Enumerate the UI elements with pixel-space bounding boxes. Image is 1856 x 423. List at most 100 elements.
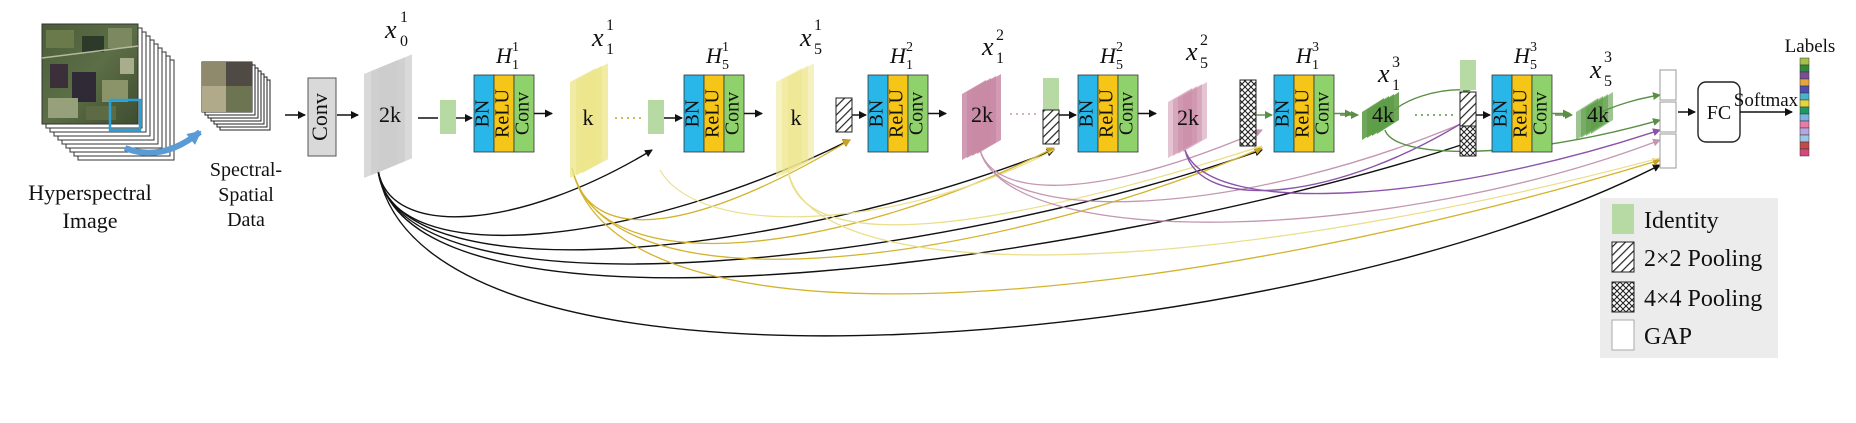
- x13-map: [1362, 98, 1384, 140]
- conv-label: Conv: [1312, 92, 1334, 135]
- x12-superscript: 2: [996, 27, 1004, 44]
- h-superscript: 1: [512, 40, 519, 55]
- hyperspectral-image-stack: [41, 23, 175, 161]
- patch-selection-box: [108, 98, 142, 132]
- skip-x52-to-gap: [1184, 128, 1661, 195]
- x11-symbol: x: [591, 23, 604, 52]
- h-symbol: H: [1099, 43, 1117, 68]
- h-superscript: 3: [1530, 40, 1537, 55]
- label-cell: [1799, 127, 1810, 136]
- initial-conv-box: [307, 77, 337, 157]
- gap-cell-2: [1659, 101, 1677, 133]
- feature-x12: 2k x 1 2: [962, 27, 1004, 160]
- x51-subscript: 5: [814, 41, 822, 58]
- pool2x2-block-3: [1459, 91, 1477, 127]
- x0-symbol: x: [384, 15, 397, 44]
- field-tile: [46, 30, 74, 48]
- legend-pool4-label: 4×4 Pooling: [1644, 286, 1762, 312]
- hyperspectral-label-line1: Hyperspectral: [28, 180, 151, 205]
- x11-map: [570, 68, 596, 178]
- conv-label: Conv: [906, 92, 928, 135]
- x12-map: [962, 80, 986, 160]
- h-symbol: H: [705, 43, 723, 68]
- label-cell: [1799, 57, 1810, 66]
- feature-x13: 4k x 1 3: [1362, 54, 1400, 140]
- x11-channels: k: [583, 105, 594, 130]
- patch-label-line2: Spatial: [218, 184, 274, 206]
- spectral-spatial-patch-stack: [201, 61, 271, 131]
- hyperspectral-label-line2: Image: [63, 208, 118, 233]
- conv-label: Conv: [512, 92, 534, 135]
- x52-channels: 2k: [1177, 105, 1199, 130]
- label-cell: [1799, 99, 1810, 108]
- pool4x4-block-2: [1459, 125, 1477, 157]
- relu-label: ReLU: [886, 89, 908, 138]
- conv-label: Conv: [722, 92, 744, 135]
- skip-x12-to-pool3: [979, 119, 1471, 203]
- conv-label: Conv: [1530, 92, 1552, 135]
- label-cell: [1799, 78, 1810, 87]
- feature-x52: 2k x 5 2: [1168, 32, 1208, 158]
- pool2x2-block-1: [835, 97, 853, 133]
- bn-label: BN: [472, 100, 494, 128]
- feature-x51: k x 5 1: [776, 17, 822, 178]
- x11-superscript: 1: [606, 17, 614, 34]
- x53-symbol: x: [1589, 55, 1602, 84]
- gap-cell-1: [1659, 69, 1677, 101]
- skip-x12-to-pool2: [979, 129, 1263, 186]
- skip-x0-to-pool2: [377, 148, 1263, 265]
- x51-superscript: 1: [814, 17, 822, 34]
- x13-channels: 4k: [1372, 102, 1394, 127]
- skip-x52-to-pool3: [1184, 117, 1471, 192]
- h-symbol: H: [1513, 43, 1531, 68]
- h-symbol: H: [1295, 43, 1313, 68]
- field-tile: [72, 72, 96, 102]
- field-tile: [82, 36, 104, 52]
- legend-pool2-swatch: [1611, 241, 1635, 273]
- field-tile: [108, 28, 132, 48]
- x0-channels: 2k: [379, 102, 401, 127]
- field-tile: [102, 80, 128, 102]
- patch-label-line1: Spectral-: [210, 159, 282, 181]
- h-subscript: 1: [906, 58, 913, 73]
- h-superscript: 2: [1116, 40, 1123, 55]
- h-subscript: 1: [512, 58, 519, 73]
- x53-channels: 4k: [1587, 102, 1609, 127]
- patch-tile: [202, 86, 226, 112]
- x11-subscript: 1: [606, 41, 614, 58]
- patch-extraction-arrow: [123, 129, 202, 156]
- bn-label: BN: [682, 100, 704, 128]
- skip-x11-to-gap: [571, 158, 1661, 295]
- relu-label: ReLU: [492, 89, 514, 138]
- feature-x0: 2k x 0 1: [364, 9, 412, 178]
- label-bar: [1799, 57, 1810, 157]
- h-superscript: 1: [722, 40, 729, 55]
- legend-pool4-swatch: [1611, 281, 1635, 313]
- x0-map: [364, 60, 398, 178]
- field-tile: [50, 64, 68, 88]
- pool4x4-block-1: [1239, 79, 1257, 147]
- label-cell: [1799, 64, 1810, 73]
- label-cell: [1799, 134, 1810, 143]
- x53-subscript: 5: [1604, 73, 1612, 90]
- gap-cell-3: [1659, 133, 1677, 169]
- bn-label: BN: [1490, 100, 1512, 128]
- x0-subscript: 0: [400, 33, 408, 50]
- x51-symbol: x: [799, 23, 812, 52]
- label-cell: [1799, 120, 1810, 129]
- x13-symbol: x: [1377, 59, 1390, 88]
- legend-pool2-label: 2×2 Pooling: [1644, 246, 1762, 272]
- field-tile: [86, 106, 116, 120]
- h-superscript: 3: [1312, 40, 1319, 55]
- x53-superscript: 3: [1604, 49, 1612, 66]
- patch-tile: [226, 62, 252, 86]
- conv-label: Conv: [1116, 92, 1138, 135]
- x52-map: [1168, 88, 1192, 158]
- labels-title: Labels: [1785, 36, 1836, 57]
- identity-block-3: [1043, 78, 1059, 110]
